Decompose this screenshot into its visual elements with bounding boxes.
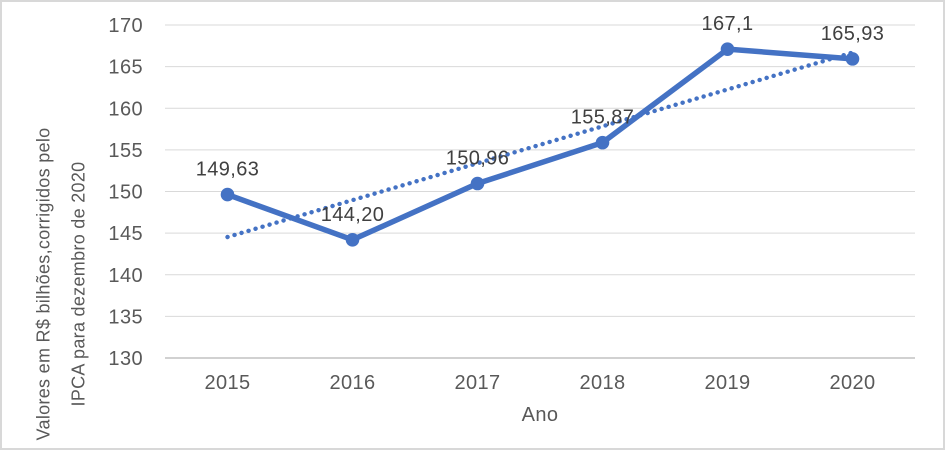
y-tick-label: 145 <box>108 223 143 245</box>
data-point <box>220 187 235 202</box>
data-point <box>345 232 360 247</box>
y-tick-label: 140 <box>108 265 143 287</box>
data-label: 165,93 <box>821 23 885 45</box>
y-tick-label: 130 <box>108 348 143 370</box>
data-line <box>224 46 856 243</box>
data-label: 167,1 <box>701 13 753 35</box>
y-tick-label: 165 <box>108 57 143 79</box>
data-label: 150,96 <box>446 148 510 170</box>
data-point <box>470 176 485 191</box>
x-tick-label: 2015 <box>204 372 250 394</box>
y-tick-label: 150 <box>108 182 143 204</box>
x-tick-label: 2019 <box>704 372 750 394</box>
x-axis-title: Ano <box>522 404 559 426</box>
data-point <box>595 135 610 150</box>
x-tick-label: 2020 <box>829 372 875 394</box>
data-label: 149,63 <box>196 159 260 181</box>
trendline <box>225 50 855 240</box>
data-point <box>845 52 860 66</box>
y-tick-label: 170 <box>108 15 143 37</box>
data-point <box>720 42 735 56</box>
x-tick-label: 2016 <box>329 372 375 394</box>
data-label: 155,87 <box>571 107 635 129</box>
x-tick-label: 2018 <box>579 372 625 394</box>
y-tick-label: 160 <box>108 98 143 120</box>
y-tick-label: 135 <box>108 306 143 328</box>
x-tick-label: 2017 <box>454 372 500 394</box>
data-label: 144,20 <box>321 204 385 226</box>
y-tick-label: 155 <box>108 140 143 162</box>
